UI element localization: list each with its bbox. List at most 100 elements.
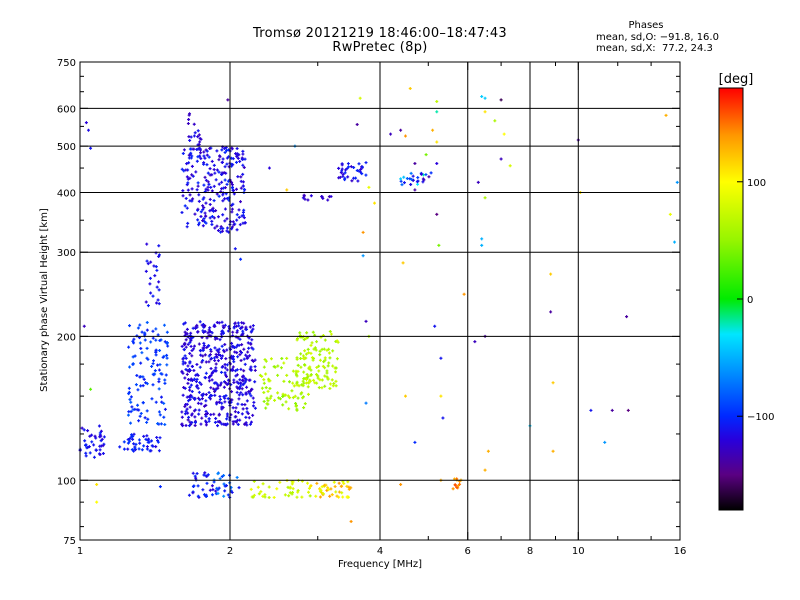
echo-point [145, 328, 149, 332]
echo-point [212, 387, 216, 391]
echo-point [225, 368, 229, 372]
echo-point [292, 384, 296, 388]
echo-point [154, 400, 158, 404]
echo-point [201, 208, 205, 212]
echo-point [345, 484, 349, 488]
echo-point [235, 213, 239, 217]
echo-point [183, 321, 187, 325]
echo-point [201, 358, 205, 362]
echo-point [267, 166, 271, 170]
echo-point [458, 482, 462, 486]
echo-point [241, 184, 245, 188]
echo-point [190, 390, 194, 394]
echo-point [323, 356, 327, 360]
echo-point [361, 230, 365, 234]
echo-point [216, 424, 220, 428]
echo-point [291, 381, 295, 385]
echo-point [197, 221, 201, 225]
echo-point [155, 285, 159, 289]
echo-point [237, 393, 241, 397]
echo-point [246, 341, 250, 345]
echo-point [182, 169, 186, 173]
echo-point [185, 372, 189, 376]
echo-point [435, 110, 439, 114]
echo-point [422, 178, 426, 182]
echo-point [146, 438, 150, 442]
echo-point [196, 218, 200, 222]
echo-point [181, 371, 185, 375]
echo-point [138, 414, 142, 418]
echo-point [206, 180, 210, 184]
echo-point [198, 320, 202, 324]
echo-point [234, 345, 238, 349]
echo-point [309, 351, 313, 355]
echo-point [204, 360, 208, 364]
echo-point [235, 329, 239, 333]
echo-point [250, 338, 254, 342]
echo-point [196, 147, 200, 151]
echo-point [225, 182, 229, 186]
echo-point [340, 162, 344, 166]
echo-point [603, 440, 607, 444]
echo-point [230, 186, 234, 190]
x-tick-label: 4 [377, 546, 383, 557]
echo-point [164, 373, 168, 377]
echo-point [84, 121, 88, 125]
echo-point [334, 490, 338, 494]
echo-point [186, 342, 190, 346]
echo-point [295, 495, 299, 499]
echo-point [287, 407, 291, 411]
echo-point [413, 161, 417, 165]
echo-point [276, 364, 280, 368]
echo-point [326, 486, 330, 490]
echo-point [180, 410, 184, 414]
echo-point [194, 170, 198, 174]
echo-point [345, 495, 349, 499]
echo-point [242, 187, 246, 191]
echo-point [183, 376, 187, 380]
echo-point [264, 372, 268, 376]
echo-point [144, 437, 148, 441]
echo-point [188, 193, 192, 197]
echo-point [161, 355, 165, 359]
echo-point [235, 351, 239, 355]
echo-point [240, 214, 244, 218]
echo-point [154, 353, 158, 357]
echo-point [204, 187, 208, 191]
echo-point [241, 152, 245, 156]
echo-point [184, 196, 188, 200]
echo-point [367, 185, 371, 189]
echo-point [205, 494, 209, 498]
echo-point [207, 360, 211, 364]
echo-point [306, 392, 310, 396]
echo-point [139, 411, 143, 415]
echo-point [210, 189, 214, 193]
echo-point [136, 403, 140, 407]
echo-point [265, 396, 269, 400]
echo-point [220, 329, 224, 333]
echo-point [244, 392, 248, 396]
echo-point [204, 421, 208, 425]
echo-point [325, 375, 329, 379]
echo-point [193, 131, 197, 135]
echo-point [413, 188, 417, 192]
echo-point [212, 163, 216, 167]
echo-point [98, 444, 102, 448]
echo-point [222, 494, 226, 498]
echo-point [264, 359, 268, 363]
echo-point [210, 219, 214, 223]
echo-point [128, 397, 132, 401]
echo-point [225, 417, 229, 421]
echo-point [318, 353, 322, 357]
echo-point [589, 408, 593, 412]
echo-point [249, 342, 253, 346]
echo-point [307, 490, 311, 494]
echo-point [424, 173, 428, 177]
echo-point [252, 493, 256, 497]
echo-point [305, 372, 309, 376]
echo-point [127, 392, 131, 396]
echo-point [202, 341, 206, 345]
echo-point [330, 493, 334, 497]
echo-point [308, 365, 312, 369]
echo-point [273, 398, 277, 402]
